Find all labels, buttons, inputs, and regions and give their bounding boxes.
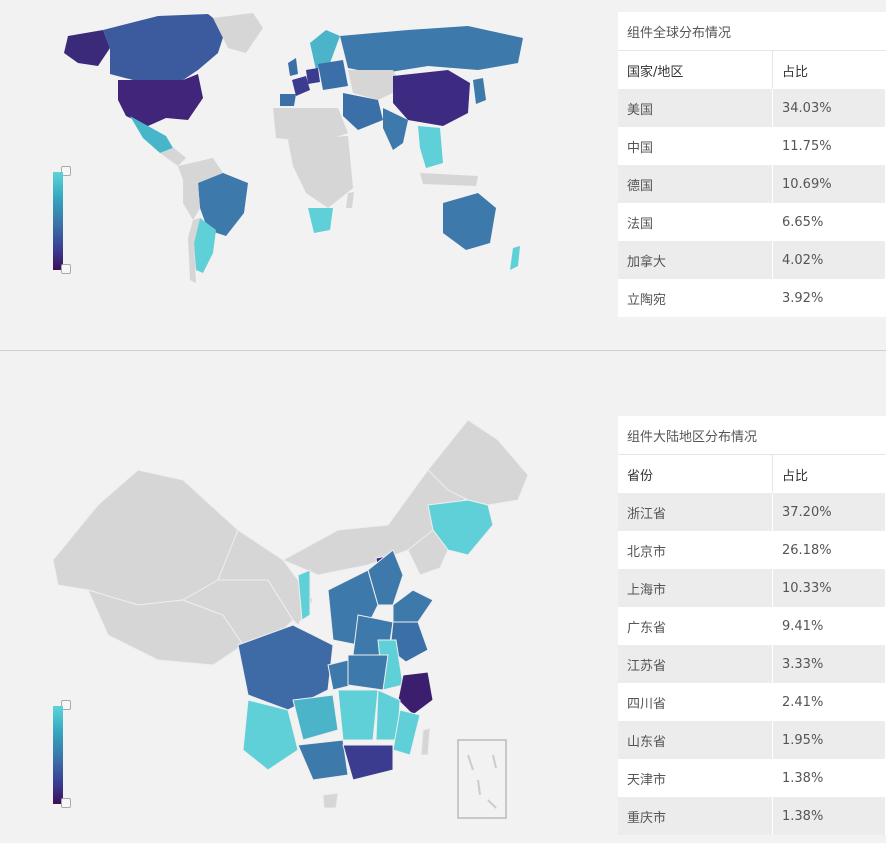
- table-row: 法国 6.65%: [618, 203, 886, 241]
- region-name-cell: 天津市: [618, 759, 773, 797]
- south-china-sea-inset: [458, 740, 506, 818]
- region-name-cell: 江苏省: [618, 645, 773, 683]
- map-region-hubei[interactable]: [348, 655, 388, 690]
- map-region-korea-japan[interactable]: [473, 78, 486, 104]
- map-region-greenland[interactable]: [213, 13, 263, 53]
- map-region-guizhou[interactable]: [293, 695, 338, 740]
- table-row: 加拿大 4.02%: [618, 241, 886, 279]
- china-distribution-table: 组件大陆地区分布情况 省份 占比 浙江省 37.20% 北京市 26.18% 上海市 10…: [618, 416, 886, 835]
- map-region-hainan[interactable]: [323, 793, 338, 808]
- map-region-zhejiang[interactable]: [398, 672, 433, 715]
- map-region-spain[interactable]: [280, 94, 296, 106]
- share-value-cell: 9.41%: [773, 607, 886, 645]
- region-name-cell: 立陶宛: [618, 279, 773, 317]
- map-region-yunnan[interactable]: [243, 700, 298, 770]
- map-region-alaska[interactable]: [64, 30, 110, 66]
- table-caption: 组件大陆地区分布情况: [618, 416, 886, 455]
- table-row: 天津市 1.38%: [618, 759, 886, 797]
- map-region-uk[interactable]: [288, 58, 298, 76]
- map-region-madagascar[interactable]: [346, 192, 354, 208]
- table-row: 重庆市 1.38%: [618, 797, 886, 835]
- table-row: 立陶宛 3.92%: [618, 279, 886, 317]
- china-color-legend: [50, 700, 64, 808]
- table-row: 中国 11.75%: [618, 127, 886, 165]
- share-value-cell: 11.75%: [773, 127, 886, 165]
- share-value-cell: 1.95%: [773, 721, 886, 759]
- share-value-cell: 2.41%: [773, 683, 886, 721]
- map-region-indonesia[interactable]: [420, 173, 478, 186]
- share-value-cell: 26.18%: [773, 531, 886, 569]
- map-region-canada[interactable]: [103, 14, 226, 80]
- share-value-cell: 1.38%: [773, 759, 886, 797]
- table-row: 广东省 9.41%: [618, 607, 886, 645]
- world-distribution-table: 组件全球分布情况 国家/地区 占比 美国 34.03% 中国 11.75% 德国 10.6…: [618, 12, 886, 317]
- share-value-cell: 4.02%: [773, 241, 886, 279]
- map-region-guangdong[interactable]: [343, 745, 393, 780]
- share-value-cell: 10.69%: [773, 165, 886, 203]
- table-row: 浙江省 37.20%: [618, 493, 886, 531]
- column-header-province: 省份: [618, 455, 773, 494]
- region-name-cell: 四川省: [618, 683, 773, 721]
- table-row: 山东省 1.95%: [618, 721, 886, 759]
- table-row: 德国 10.69%: [618, 165, 886, 203]
- column-header-country: 国家/地区: [618, 51, 773, 90]
- section-divider: [0, 350, 886, 351]
- world-color-legend: [50, 166, 64, 274]
- region-name-cell: 北京市: [618, 531, 773, 569]
- map-region-australia[interactable]: [443, 193, 496, 250]
- legend-min-handle[interactable]: [61, 264, 71, 274]
- region-name-cell: 加拿大: [618, 241, 773, 279]
- region-name-cell: 山东省: [618, 721, 773, 759]
- column-header-share: 占比: [773, 455, 886, 494]
- map-region-shandong[interactable]: [393, 590, 433, 622]
- table-row: 上海市 10.33%: [618, 569, 886, 607]
- map-region-china[interactable]: [393, 70, 470, 126]
- region-name-cell: 浙江省: [618, 493, 773, 531]
- region-name-cell: 中国: [618, 127, 773, 165]
- legend-gradient-bar: [53, 172, 63, 270]
- legend-min-handle[interactable]: [61, 798, 71, 808]
- table-row: 北京市 26.18%: [618, 531, 886, 569]
- map-region-usa[interactable]: [118, 74, 203, 126]
- region-name-cell: 德国: [618, 165, 773, 203]
- map-region-southeast-asia[interactable]: [418, 126, 443, 168]
- share-value-cell: 10.33%: [773, 569, 886, 607]
- table-row: 四川省 2.41%: [618, 683, 886, 721]
- share-value-cell: 37.20%: [773, 493, 886, 531]
- south-china-sea-dashes: [468, 755, 496, 808]
- table-caption: 组件全球分布情况: [618, 12, 886, 51]
- map-region-new-zealand[interactable]: [510, 246, 520, 270]
- region-name-cell: 重庆市: [618, 797, 773, 835]
- china-map[interactable]: [48, 410, 533, 830]
- column-header-share: 占比: [773, 51, 886, 90]
- map-region-south-africa[interactable]: [308, 208, 333, 233]
- share-value-cell: 3.33%: [773, 645, 886, 683]
- map-region-taiwan[interactable]: [421, 728, 430, 755]
- map-region-russia[interactable]: [340, 26, 523, 74]
- table-row: 江苏省 3.33%: [618, 645, 886, 683]
- region-name-cell: 广东省: [618, 607, 773, 645]
- map-region-east-europe[interactable]: [318, 60, 348, 90]
- legend-gradient-bar: [53, 706, 63, 804]
- share-value-cell: 1.38%: [773, 797, 886, 835]
- map-region-germany[interactable]: [306, 68, 320, 84]
- map-region-hunan[interactable]: [338, 690, 378, 740]
- region-name-cell: 上海市: [618, 569, 773, 607]
- region-name-cell: 美国: [618, 89, 773, 127]
- map-region-guangxi[interactable]: [298, 740, 348, 780]
- share-value-cell: 34.03%: [773, 89, 886, 127]
- table-row: 美国 34.03%: [618, 89, 886, 127]
- share-value-cell: 6.65%: [773, 203, 886, 241]
- share-value-cell: 3.92%: [773, 279, 886, 317]
- map-region-central-africa[interactable]: [288, 136, 353, 208]
- world-map[interactable]: [48, 8, 528, 293]
- region-name-cell: 法国: [618, 203, 773, 241]
- map-region-peru-bolivia[interactable]: [183, 180, 200, 220]
